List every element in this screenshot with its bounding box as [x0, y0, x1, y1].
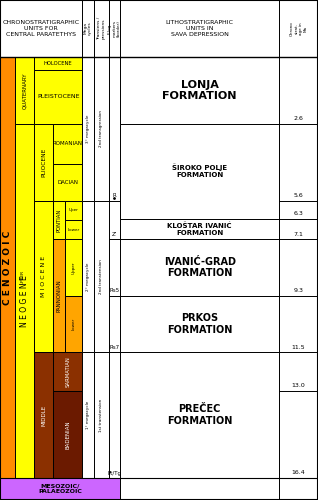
Text: Transiens /
pressions: Transiens / pressions	[97, 17, 106, 40]
Text: 2.6: 2.6	[294, 116, 304, 121]
Bar	[34, 70, 82, 124]
Bar	[53, 124, 82, 164]
Text: QUATERNARY: QUATERNARY	[22, 72, 27, 108]
Bar	[279, 0, 318, 57]
Text: Upper: Upper	[72, 261, 76, 274]
Bar	[94, 201, 109, 352]
Bar	[15, 124, 34, 478]
Text: 13.0: 13.0	[292, 383, 306, 388]
Text: UPPER: UPPER	[21, 270, 25, 283]
Bar	[53, 240, 65, 352]
Text: N E O G E N E: N E O G E N E	[20, 275, 29, 326]
Bar	[34, 124, 53, 201]
Bar	[120, 57, 279, 124]
Text: BADENIAN: BADENIAN	[65, 420, 70, 448]
Text: PLEISTOCENE: PLEISTOCENE	[37, 94, 80, 100]
Bar	[94, 0, 109, 57]
Text: 1st transtension: 1st transtension	[99, 398, 103, 432]
Text: IVANIĆ-GRAD
FORMATION: IVANIĆ-GRAD FORMATION	[164, 256, 236, 278]
Bar	[65, 296, 82, 352]
Bar	[279, 478, 318, 500]
Text: PONTIAN: PONTIAN	[57, 208, 62, 232]
Text: C E N O Z O I C: C E N O Z O I C	[3, 230, 12, 304]
Text: 7.1: 7.1	[294, 232, 304, 237]
Bar	[53, 390, 82, 478]
Bar	[15, 57, 34, 124]
Text: Lower: Lower	[72, 318, 76, 330]
Bar	[53, 164, 82, 201]
Bar	[109, 57, 120, 478]
Bar	[65, 201, 82, 220]
Text: E-log
markers
(border): E-log markers (border)	[108, 20, 121, 37]
Bar	[120, 352, 279, 478]
Bar	[120, 296, 279, 352]
Text: 11.5: 11.5	[292, 344, 305, 350]
Bar	[82, 352, 94, 478]
Bar	[53, 352, 82, 391]
Text: Rs5: Rs5	[109, 288, 120, 293]
Text: 1° megacycle: 1° megacycle	[86, 401, 90, 429]
Text: PLIOCENE: PLIOCENE	[41, 148, 46, 177]
Bar	[34, 57, 82, 70]
Text: M I O C E N E: M I O C E N E	[41, 256, 46, 297]
Bar	[34, 201, 53, 352]
Bar	[82, 57, 94, 201]
Text: DACIAN: DACIAN	[57, 180, 78, 185]
Text: 16.4: 16.4	[292, 470, 306, 476]
Bar	[34, 352, 53, 478]
Text: SARMATIAN: SARMATIAN	[65, 356, 70, 387]
Bar	[279, 57, 318, 478]
Bar	[65, 240, 82, 296]
Text: 3° megacycle: 3° megacycle	[86, 114, 90, 143]
Bar	[0, 57, 15, 478]
Bar	[94, 352, 109, 478]
Text: 2nd transgression: 2nd transgression	[99, 110, 103, 148]
Text: PANNONIAN: PANNONIAN	[57, 280, 62, 312]
Bar	[120, 240, 279, 296]
Text: HOLOCENE: HOLOCENE	[44, 61, 73, 66]
Text: Pt/Tg: Pt/Tg	[107, 470, 121, 476]
Bar	[120, 218, 279, 240]
Bar	[65, 220, 82, 240]
Bar	[34, 201, 53, 352]
Bar	[109, 0, 120, 57]
Bar	[0, 0, 82, 57]
Text: LITHOSTRATIGRAPHIC
UNITS IN
SAVA DEPRESSION: LITHOSTRATIGRAPHIC UNITS IN SAVA DEPRESS…	[166, 20, 234, 37]
Text: Lower: Lower	[67, 228, 80, 232]
Bar	[120, 124, 279, 218]
Text: ROMANIAN: ROMANIAN	[53, 142, 83, 146]
Text: 2° megacycle: 2° megacycle	[86, 262, 90, 290]
Bar	[82, 201, 94, 352]
Text: 5.6: 5.6	[294, 194, 303, 198]
Text: R: R	[113, 194, 116, 198]
Text: 6.3: 6.3	[294, 211, 304, 216]
Bar	[120, 478, 279, 500]
Text: Z’: Z’	[112, 232, 117, 237]
Bar	[0, 478, 120, 500]
Text: Chrono
strat.
age in
Ma: Chrono strat. age in Ma	[290, 21, 308, 36]
Bar	[120, 0, 279, 57]
Text: CHRONOSTRATIGRAPHIC
UNITS FOR
CENTRAL PARATETHYS: CHRONOSTRATIGRAPHIC UNITS FOR CENTRAL PA…	[3, 20, 80, 37]
Text: 2nd transtension: 2nd transtension	[99, 259, 103, 294]
Text: PRKOS
FORMATION: PRKOS FORMATION	[167, 313, 232, 335]
Bar	[82, 0, 94, 57]
Text: Rs7: Rs7	[109, 344, 120, 350]
Text: LONJA
FORMATION: LONJA FORMATION	[162, 80, 237, 101]
Bar	[94, 57, 109, 201]
Bar	[53, 201, 65, 239]
Text: KLOŠTAR IVANIĆ
FORMATION: KLOŠTAR IVANIĆ FORMATION	[168, 222, 232, 235]
Text: Uper: Uper	[69, 208, 79, 212]
Text: ŠIROKO POLJE
FORMATION: ŠIROKO POLJE FORMATION	[172, 164, 227, 178]
Text: 9.3: 9.3	[294, 288, 304, 293]
Text: PREČEC
FORMATION: PREČEC FORMATION	[167, 404, 232, 426]
Text: Mega
cycles: Mega cycles	[84, 22, 92, 36]
Text: MESOZOIC/
PALAEOZOIC: MESOZOIC/ PALAEOZOIC	[38, 484, 82, 494]
Text: MIDDLE: MIDDLE	[41, 404, 46, 425]
